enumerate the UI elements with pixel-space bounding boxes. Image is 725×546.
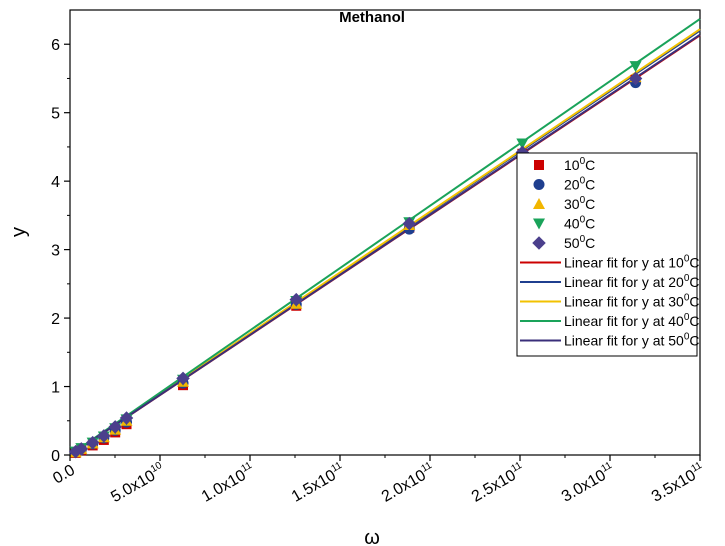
data-point-series-5 xyxy=(402,216,417,231)
legend-label-5: 500C xyxy=(564,234,595,251)
data-point-series-5 xyxy=(628,71,643,86)
data-point-series-5 xyxy=(108,420,122,434)
y-tick-label: 2 xyxy=(51,311,60,328)
x-tick-label: 1.5x1011 xyxy=(288,460,348,506)
legend-fit-label-5: Linear fit for y at 500C xyxy=(564,332,700,349)
x-tick-label: 0.0 xyxy=(50,462,78,488)
fit-line-4 xyxy=(69,18,701,456)
y-tick-label: 4 xyxy=(51,174,60,191)
data-point-series-5 xyxy=(289,292,304,307)
x-tick-label: 3.0x1011 xyxy=(558,460,618,506)
x-tick-label: 3.5x1011 xyxy=(648,460,708,506)
x-axis-title: ω xyxy=(364,527,380,546)
data-point-series-4 xyxy=(629,61,642,73)
legend: 100C 200C 300C 400C 500C Linear fit for y at … xyxy=(516,152,700,357)
legend-fit-label-1: Linear fit for y at 100C xyxy=(564,254,700,271)
y-axis-ticks: 0 1 2 3 4 5 6 xyxy=(51,37,70,465)
data-point-series-5 xyxy=(74,442,89,456)
y-tick-label: 3 xyxy=(51,243,60,260)
legend-label-4: 400C xyxy=(564,215,595,232)
fit-lines xyxy=(69,18,701,456)
legend-fit-label-4: Linear fit for y at 400C xyxy=(564,312,700,329)
y-axis-title: y xyxy=(8,227,30,237)
data-point-series-5 xyxy=(176,371,190,386)
x-tick-label: 2.5x1011 xyxy=(468,460,528,506)
legend-label-1: 100C xyxy=(564,156,595,173)
y-tick-label: 0 xyxy=(51,448,60,465)
legend-box xyxy=(516,152,698,357)
x-tick-label: 2.0x1011 xyxy=(378,460,438,506)
data-point-series-5 xyxy=(119,411,134,425)
y-tick-label: 6 xyxy=(51,37,60,54)
legend-fit-label-2: Linear fit for y at 200C xyxy=(564,273,700,290)
x-tick-label: 5.0x1010 xyxy=(107,460,168,506)
data-point-series-5 xyxy=(97,429,111,443)
x-axis-ticks: 0.0 5.0x1010 1.0x1011 1.5x1011 2.0x1011 2.5x1… xyxy=(50,455,708,506)
legend-label-2: 200C xyxy=(564,176,595,193)
legend-label-3: 300C xyxy=(564,195,595,212)
legend-marker-3 xyxy=(533,198,545,209)
legend-fit-label-3: Linear fit for y at 300C xyxy=(564,293,700,310)
chart-title: Methanol xyxy=(339,9,405,26)
y-tick-label: 1 xyxy=(51,380,60,397)
data-point-series-4 xyxy=(516,138,529,150)
x-tick-label: 1.0x1011 xyxy=(198,460,258,506)
legend-marker-2 xyxy=(533,179,545,190)
y-tick-label: 5 xyxy=(51,106,60,123)
data-point-series-5 xyxy=(85,435,100,450)
legend-marker-5 xyxy=(532,236,546,250)
legend-marker-4 xyxy=(533,218,545,230)
legend-marker-1 xyxy=(534,160,544,170)
fit-line-5 xyxy=(69,33,701,456)
